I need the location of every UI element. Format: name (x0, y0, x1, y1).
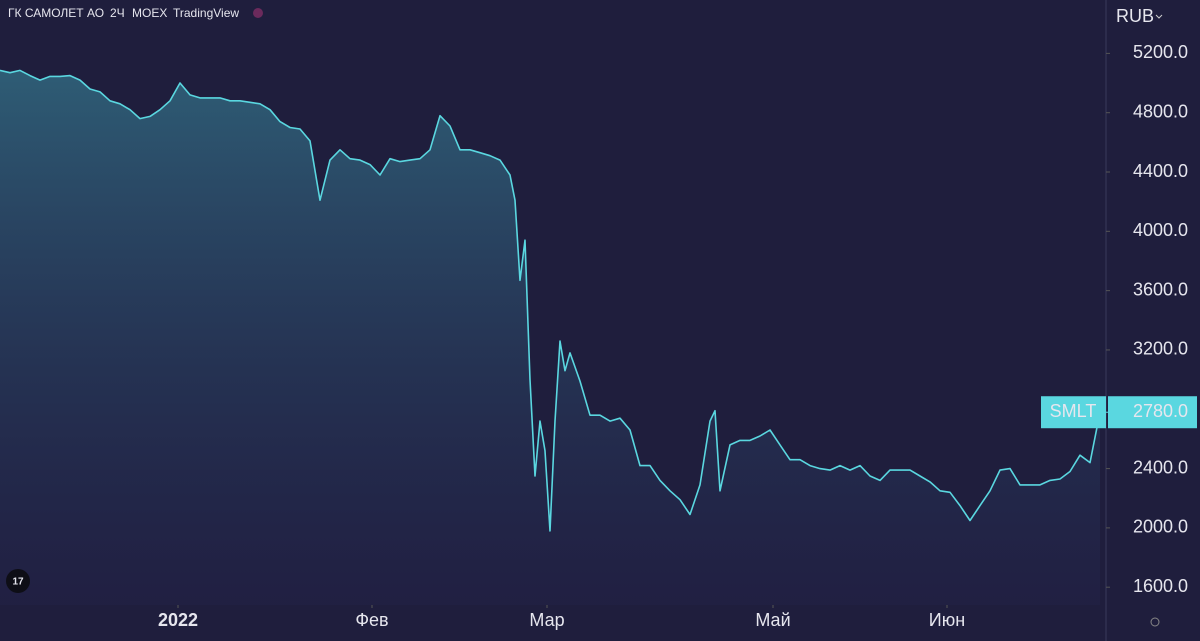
plot-area (0, 69, 1101, 605)
price-line (0, 69, 1101, 532)
y-tick-label: 4000.0 (1133, 220, 1188, 240)
y-tick-label: 2000.0 (1133, 517, 1188, 537)
y-tick-label: 3600.0 (1133, 279, 1188, 299)
symbol-badge-label: SMLT (1050, 401, 1097, 421)
symbol-badge (1041, 396, 1106, 429)
x-tick-label: 2022 (158, 610, 198, 630)
tv-logo: 17 (6, 569, 30, 593)
price-badge (1108, 396, 1197, 429)
status-dot (253, 8, 263, 18)
y-tick-label: 4800.0 (1133, 101, 1188, 121)
price-badge-label: 2780.0 (1133, 401, 1188, 421)
interval: 2Ч (110, 6, 125, 20)
x-tick-label: Июн (929, 610, 965, 630)
svg-text:17: 17 (12, 577, 24, 588)
area-fill (0, 70, 1100, 605)
y-tick-label: 5200.0 (1133, 42, 1188, 62)
x-tick-label: Май (755, 610, 790, 630)
x-tick-label: Мар (529, 610, 564, 630)
currency[interactable]: RUB (1116, 6, 1154, 26)
y-tick-label: 2400.0 (1133, 457, 1188, 477)
symbol: ГК САМОЛЕТ АО (8, 6, 104, 20)
source: TradingView (173, 6, 239, 20)
y-tick-label: 3200.0 (1133, 339, 1188, 359)
currency-chevron[interactable] (1155, 14, 1163, 19)
y-tick-label: 4400.0 (1133, 161, 1188, 181)
settings-icon[interactable] (1150, 617, 1160, 627)
y-tick-label: 1600.0 (1133, 576, 1188, 596)
x-tick-label: Фев (355, 610, 388, 630)
exchange: MOEX (132, 6, 167, 20)
